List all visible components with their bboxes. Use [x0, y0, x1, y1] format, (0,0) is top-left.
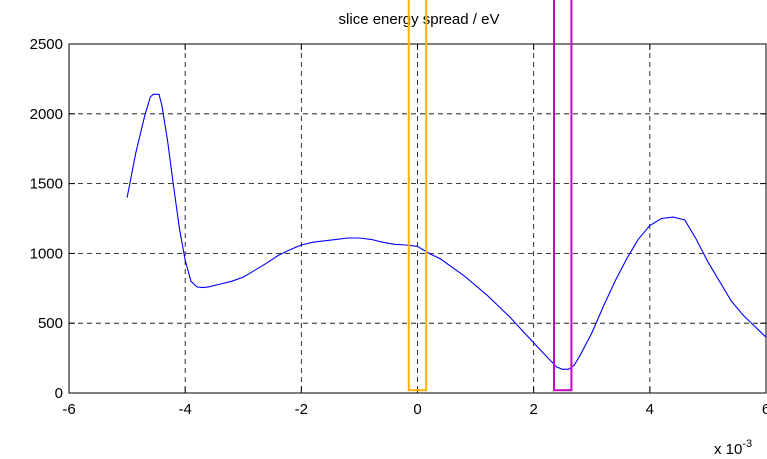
x-multiplier-label: x 10-3	[714, 438, 752, 458]
x-tick-label: 6	[762, 401, 767, 418]
highlight-box	[552, 0, 573, 392]
series-group	[126, 93, 767, 370]
y-tick-label: 0	[55, 385, 63, 402]
x-tick-label: -4	[178, 401, 191, 418]
x-tick-label: 2	[529, 401, 537, 418]
chart-title: slice energy spread / eV	[339, 11, 500, 28]
y-tick-label: 2500	[30, 36, 63, 53]
grid-lines	[69, 44, 766, 393]
y-tick-label: 2000	[30, 106, 63, 123]
x-tick-label: -2	[295, 401, 308, 418]
x-tick-label: 0	[413, 401, 421, 418]
highlight-boxes	[407, 0, 573, 392]
y-tick-label: 1500	[30, 176, 63, 193]
y-tick-label: 1000	[30, 245, 63, 262]
highlight-box	[407, 0, 428, 392]
x-axis: -6 -4 -2 0 2 4 6	[62, 44, 767, 418]
y-axis: 0 500 1000 1500 2000 2500	[30, 36, 766, 402]
x-tick-label: -6	[62, 401, 75, 418]
series-line	[126, 93, 767, 370]
y-tick-label: 500	[38, 315, 63, 332]
x-multiplier-exponent: -3	[742, 438, 752, 450]
x-tick-label: 4	[646, 401, 654, 418]
